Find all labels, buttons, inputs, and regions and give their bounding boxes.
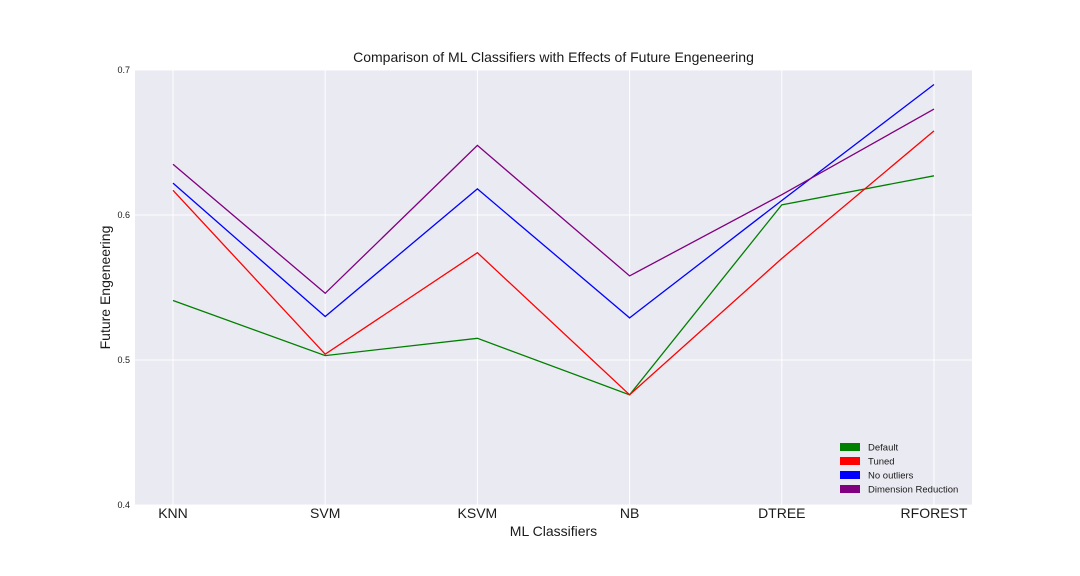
legend-label: Tuned xyxy=(868,457,895,468)
legend-label: No outliers xyxy=(868,471,914,482)
y-axis-label: Future Engeneering xyxy=(97,226,113,350)
y-tick-label: 0.4 xyxy=(117,500,130,510)
x-tick-label: RFOREST xyxy=(901,505,968,521)
chart-title: Comparison of ML Classifiers with Effect… xyxy=(353,49,754,65)
x-tick-label: KSVM xyxy=(458,505,498,521)
y-tick-labels: 0.4 0.5 0.6 0.7 xyxy=(117,65,130,510)
series-lines xyxy=(172,83,935,396)
legend-swatch xyxy=(840,457,860,465)
y-tick-label: 0.6 xyxy=(117,210,130,220)
grid-lines xyxy=(135,69,972,506)
legend-swatch xyxy=(840,485,860,493)
x-tick-label: SVM xyxy=(310,505,340,521)
x-tick-label: NB xyxy=(620,505,639,521)
x-tick-labels: KNN SVM KSVM NB DTREE RFOREST xyxy=(158,505,968,521)
series-line-tuned xyxy=(172,130,935,396)
legend: Default Tuned No outliers Dimension Reducti… xyxy=(840,443,958,496)
series-line-dimension-reduction xyxy=(172,108,935,295)
x-tick-label: KNN xyxy=(158,505,188,521)
x-axis-label: ML Classifiers xyxy=(510,523,597,539)
plot-area xyxy=(135,70,972,505)
legend-label: Dimension Reduction xyxy=(868,485,958,496)
y-tick-label: 0.7 xyxy=(117,65,130,75)
legend-label: Default xyxy=(868,443,898,454)
legend-swatch xyxy=(840,443,860,451)
legend-swatch xyxy=(840,471,860,479)
y-tick-label: 0.5 xyxy=(117,355,130,365)
series-line-default xyxy=(172,175,935,396)
x-tick-label: DTREE xyxy=(758,505,805,521)
